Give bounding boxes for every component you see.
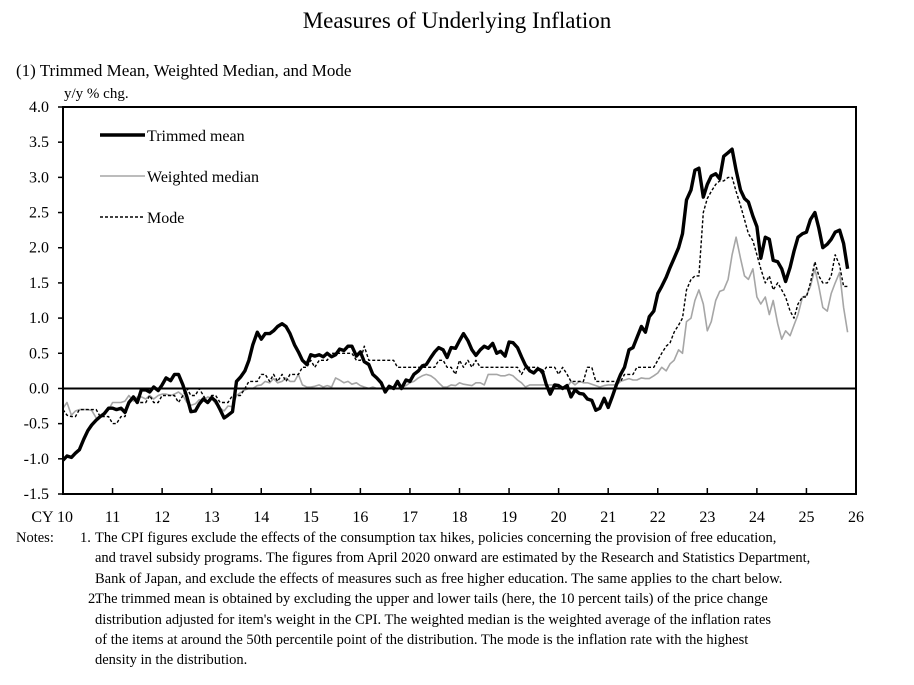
note-2-line-1: 2. The trimmed mean is obtained by exclu…: [16, 589, 906, 609]
note-1-line-1: Notes: 1. The CPI figures exclude the ef…: [16, 528, 906, 548]
legend-label-mode: Mode: [147, 210, 184, 227]
legend-label-weighted-median: Weighted median: [147, 169, 259, 186]
y-tick-label: 2.5: [29, 205, 49, 222]
x-tick-label: 23: [699, 509, 715, 526]
y-tick-label: 1.0: [29, 310, 49, 327]
y-tick-label: 0.0: [29, 380, 49, 397]
note-1-number: 1.: [80, 530, 91, 546]
note-2-line-2: distribution adjusted for item's weight …: [95, 611, 772, 628]
legend-label-trimmed-mean: Trimmed mean: [147, 128, 245, 145]
x-tick-label: 26: [848, 509, 864, 526]
series-layer: [61, 147, 850, 462]
x-tick-label: 15: [303, 509, 319, 526]
series-line-mode: [62, 176, 848, 425]
line-chart: 4.0 3.5 3.0 2.5 2.0 1.5 1.0 0.5 0.0 -0.5 -1.0 -1.5 C…: [24, 99, 864, 526]
legend: Trimmed mean Weighted median Mode: [100, 128, 259, 227]
y-tick-label: 1.5: [29, 275, 49, 292]
x-tick-label: 11: [105, 509, 120, 526]
x-tick-label: 20: [551, 509, 567, 526]
y-tick-label: 2.0: [29, 240, 49, 257]
x-tick-label: 22: [650, 509, 666, 526]
x-tick-label: 16: [352, 509, 368, 526]
y-tick-label: -0.5: [24, 416, 49, 433]
plot-frame: [62, 106, 857, 495]
x-tick-label: 12: [154, 509, 170, 526]
note-2-number: 2.: [88, 591, 99, 608]
note-2-line-4: density in the distribution.: [95, 652, 248, 669]
chart-subtitle: (1) Trimmed Mean, Weighted Median, and M…: [16, 61, 352, 80]
y-tick-label: -1.0: [24, 451, 49, 468]
y-tick-label: 0.5: [29, 345, 49, 362]
x-tick-label: 19: [501, 509, 517, 526]
series-line-trimmed-mean: [61, 147, 850, 462]
ticks-layer: 4.0 3.5 3.0 2.5 2.0 1.5 1.0 0.5 0.0 -0.5 -1.0 -1.5 C…: [24, 99, 864, 526]
note-1-line-3: Bank of Japan, and exclude the effects o…: [95, 570, 783, 587]
x-tick-label: 13: [204, 509, 220, 526]
x-tick-label: 17: [402, 509, 418, 526]
x-tick-label: 24: [749, 509, 765, 526]
x-tick-label: 21: [600, 509, 616, 526]
x-tick-label: 25: [798, 509, 814, 526]
x-tick-label: 18: [452, 509, 468, 526]
y-tick-label: 3.5: [29, 134, 49, 151]
y-axis-unit-label: y/y % chg.: [64, 86, 129, 102]
y-tick-label: 4.0: [29, 99, 49, 116]
y-tick-label: 3.0: [29, 169, 49, 186]
notes: Notes: 1. The CPI figures exclude the ef…: [16, 528, 906, 671]
notes-label: Notes:: [16, 530, 54, 546]
note-1-line-2: and travel subsidy programs. The figures…: [95, 550, 811, 567]
series-line-weighted-median: [62, 236, 849, 419]
page-title: Measures of Underlying Inflation: [302, 8, 612, 33]
note-2-line-3: of the items at around the 50th percenti…: [95, 632, 749, 649]
x-tick-label: CY 10: [31, 509, 73, 526]
x-tick-label: 14: [253, 509, 269, 526]
y-tick-label: -1.5: [24, 486, 49, 503]
